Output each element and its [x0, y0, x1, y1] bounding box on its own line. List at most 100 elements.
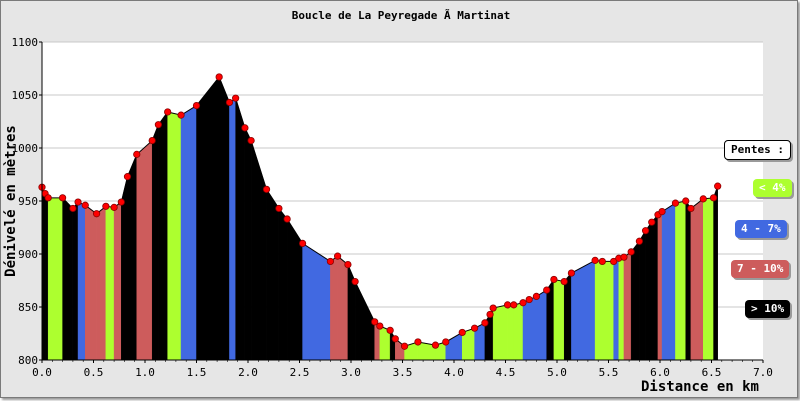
data-point — [489, 304, 497, 312]
x-tick-label: 3.0 — [341, 366, 361, 379]
slope-segment — [703, 197, 714, 361]
slope-segment — [302, 242, 331, 361]
data-point — [525, 295, 533, 304]
data-point — [598, 257, 606, 266]
elevation-line — [41, 75, 719, 347]
data-point — [391, 335, 399, 343]
y-tick-label: 950 — [18, 195, 38, 208]
data-point — [658, 208, 666, 216]
slope-segment — [96, 205, 107, 361]
slope-segment — [266, 188, 280, 361]
data-point — [241, 124, 249, 132]
slope-segment — [180, 105, 197, 361]
data-point — [102, 202, 110, 210]
data-point — [442, 338, 450, 346]
data-point — [543, 286, 551, 294]
slope-segment — [278, 207, 288, 361]
data-point — [164, 108, 172, 116]
x-tick-label: 7.0 — [753, 366, 773, 379]
x-tick-label: 4.5 — [496, 366, 516, 379]
data-point — [591, 256, 599, 264]
slope-segment — [645, 221, 653, 361]
data-point — [298, 239, 307, 247]
slope-segment — [594, 260, 603, 361]
slope-segment — [196, 76, 220, 361]
slope-segment — [105, 206, 115, 361]
slope-segment — [127, 154, 138, 361]
data-point — [635, 237, 644, 245]
data-point — [709, 194, 718, 202]
y-tick-label: 800 — [18, 354, 38, 367]
data-point — [481, 319, 489, 327]
y-tick-label: 1050 — [12, 89, 39, 102]
data-point — [334, 252, 342, 260]
data-point — [92, 210, 101, 218]
legend-entry-7to10: 7 - 10% — [731, 260, 790, 278]
slope-segment — [136, 140, 153, 361]
data-point — [351, 277, 359, 286]
axes: 800 850 900 950 1000 1050 1100 0.0 0.5 1.0 1.5 2.0 2… — [12, 36, 773, 379]
data-point — [386, 326, 394, 334]
data-point — [414, 338, 422, 346]
data-point — [225, 98, 234, 107]
slope-segment — [229, 97, 236, 361]
data-point — [247, 136, 255, 145]
slope-segment — [553, 279, 565, 361]
x-tick-label: 6.5 — [702, 366, 722, 379]
data-point — [192, 102, 201, 110]
x-tick-label: 0.0 — [32, 366, 52, 379]
y-tick-label: 1000 — [12, 142, 39, 155]
y-tick-label: 900 — [18, 248, 38, 261]
data-point — [69, 204, 77, 213]
data-point — [510, 301, 518, 309]
slope-segment — [690, 198, 704, 361]
slope-segment — [492, 304, 508, 361]
data-point — [81, 201, 89, 209]
data-point — [648, 218, 656, 226]
x-tick-label: 5.0 — [547, 366, 567, 379]
slope-segment — [44, 192, 49, 361]
slope-segment — [47, 197, 63, 361]
slope-segment — [685, 200, 692, 361]
profile-points — [38, 73, 722, 350]
data-point — [431, 341, 440, 349]
slope-segment — [618, 256, 625, 361]
slope-segment — [167, 111, 182, 361]
slope-segment — [113, 201, 122, 361]
data-point — [682, 197, 690, 205]
x-tick-label: 3.5 — [393, 366, 413, 379]
slope-segment — [713, 186, 718, 361]
slope-segment — [62, 197, 74, 361]
data-point — [154, 121, 162, 129]
slope-segment — [507, 304, 514, 361]
slope-segment — [563, 272, 572, 361]
slope-segment — [623, 251, 632, 361]
data-point — [371, 318, 379, 326]
slope-segment — [77, 201, 86, 361]
x-axis-label: Distance en km — [641, 379, 759, 395]
data-point — [148, 136, 156, 145]
data-point — [567, 269, 576, 277]
data-point — [458, 328, 466, 337]
slope-segment — [536, 289, 547, 361]
data-point — [376, 322, 384, 330]
x-tick-label: 1.0 — [135, 366, 155, 379]
data-point — [627, 248, 635, 256]
legend-title: Pentes : — [724, 140, 791, 160]
slope-segment — [218, 76, 230, 361]
slope-segment — [613, 257, 620, 361]
slope-segment — [235, 98, 246, 361]
data-point — [714, 182, 722, 190]
slope-segment — [661, 202, 676, 361]
chart-title: Boucle de La Peyregade Ã Martinat — [292, 9, 511, 22]
profile-line — [41, 75, 719, 347]
data-point — [503, 301, 512, 309]
slope-segments — [41, 76, 718, 361]
data-point — [123, 173, 132, 181]
slope-segment — [639, 229, 646, 361]
data-point — [550, 275, 558, 284]
data-point — [44, 194, 52, 202]
y-tick-label: 1100 — [12, 36, 39, 49]
